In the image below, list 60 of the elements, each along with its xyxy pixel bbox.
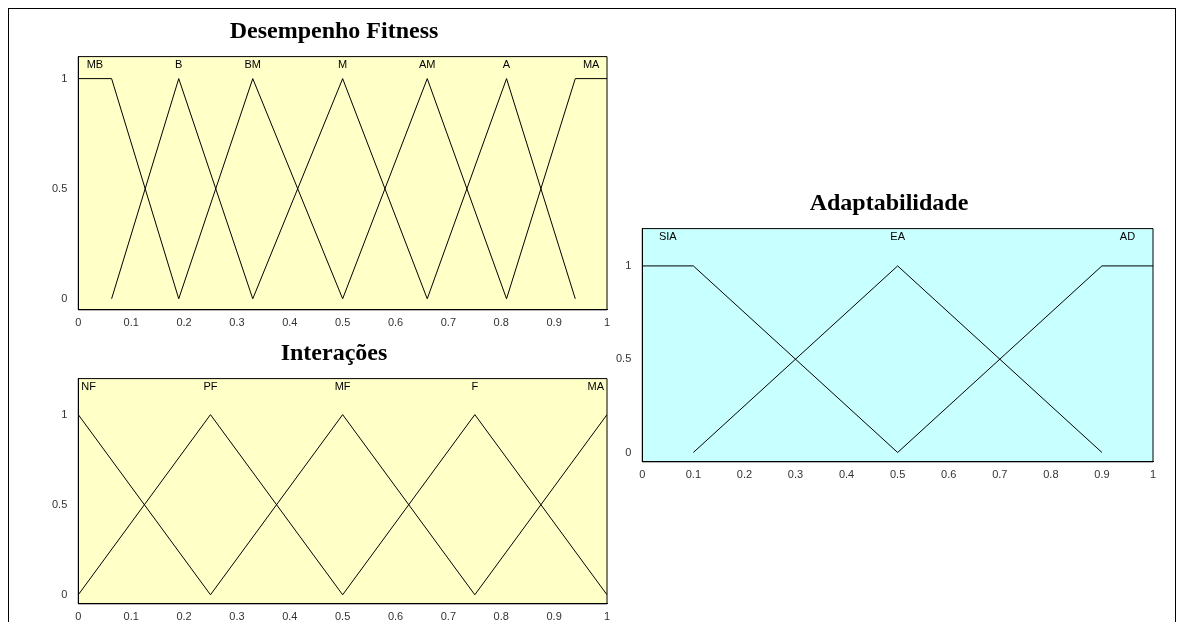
x-tick-label: 0.7: [992, 468, 1008, 481]
text: MA: [587, 380, 605, 393]
x-tick-label: 1: [603, 610, 611, 623]
x-tick-label: 1: [1149, 468, 1157, 481]
x-tick-label: 0.8: [1043, 468, 1059, 481]
y-tick-label: 0: [61, 587, 68, 600]
x-tick-label: 0.6: [387, 610, 404, 623]
x-tick-label: 0.9: [546, 316, 562, 329]
text: AD: [1119, 230, 1136, 243]
series-label: AM: [418, 58, 436, 71]
x-tick-label: 0.1: [123, 316, 139, 329]
x-tick-label: 0.6: [941, 468, 957, 481]
series-label: A: [502, 58, 511, 71]
x-tick-label: 0.7: [440, 610, 457, 623]
x-tick-label: 0.2: [736, 468, 753, 481]
x-tick-label: 0.3: [229, 316, 245, 329]
chart-title: Adaptabilidade: [808, 189, 970, 217]
chart-title: Interações: [280, 339, 388, 365]
x-tick-label: 1: [603, 316, 611, 329]
x-tick-label: 0: [639, 468, 646, 481]
x-tick-label: 0.3: [229, 610, 245, 623]
y-tick-label: 0.5: [51, 497, 68, 510]
x-tick-label: 0.8: [493, 610, 509, 623]
x-tick-label: 0.1: [123, 610, 139, 623]
text: EA: [890, 230, 906, 243]
x-tick-label: 0.9: [1094, 468, 1110, 481]
y-tick-label: 1: [625, 258, 632, 271]
x-tick-label: 0.9: [546, 610, 562, 623]
text: F: [471, 380, 479, 393]
text: SIA: [658, 230, 678, 243]
text: MF: [334, 380, 351, 393]
y-tick-label: 1: [61, 407, 68, 420]
series-label: BM: [244, 58, 262, 71]
x-tick-label: 0.7: [440, 316, 457, 329]
chart-title: Desempenho Fitness: [228, 17, 440, 45]
x-tick-label: 0.5: [335, 610, 351, 623]
x-tick-label: 0.5: [890, 468, 906, 481]
x-tick-label: 0.4: [282, 316, 298, 329]
x-tick-label: 0: [75, 610, 82, 623]
x-tick-label: 0.1: [685, 468, 702, 481]
x-tick-label: 0: [75, 316, 82, 329]
x-tick-label: 0.4: [838, 468, 855, 481]
x-tick-label: 0.2: [176, 316, 192, 329]
x-tick-label: 0.5: [335, 316, 351, 329]
series-label: MB: [86, 58, 104, 71]
y-tick-label: 0.5: [51, 181, 68, 194]
y-tick-label: 1: [61, 71, 68, 84]
series-label: B: [175, 58, 183, 71]
y-tick-label: 0.5: [615, 352, 632, 365]
x-tick-label: 0.6: [387, 316, 404, 329]
x-tick-label: 0.2: [176, 610, 192, 623]
x-tick-label: 0.8: [493, 316, 509, 329]
x-tick-label: 0.4: [282, 610, 298, 623]
y-tick-label: 0: [61, 291, 68, 304]
series-label: MA: [582, 58, 601, 71]
text: NF: [81, 380, 97, 393]
series-label: M: [338, 58, 348, 71]
text: PF: [203, 380, 218, 393]
x-tick-label: 0.3: [787, 468, 804, 481]
y-tick-label: 0: [625, 445, 632, 458]
